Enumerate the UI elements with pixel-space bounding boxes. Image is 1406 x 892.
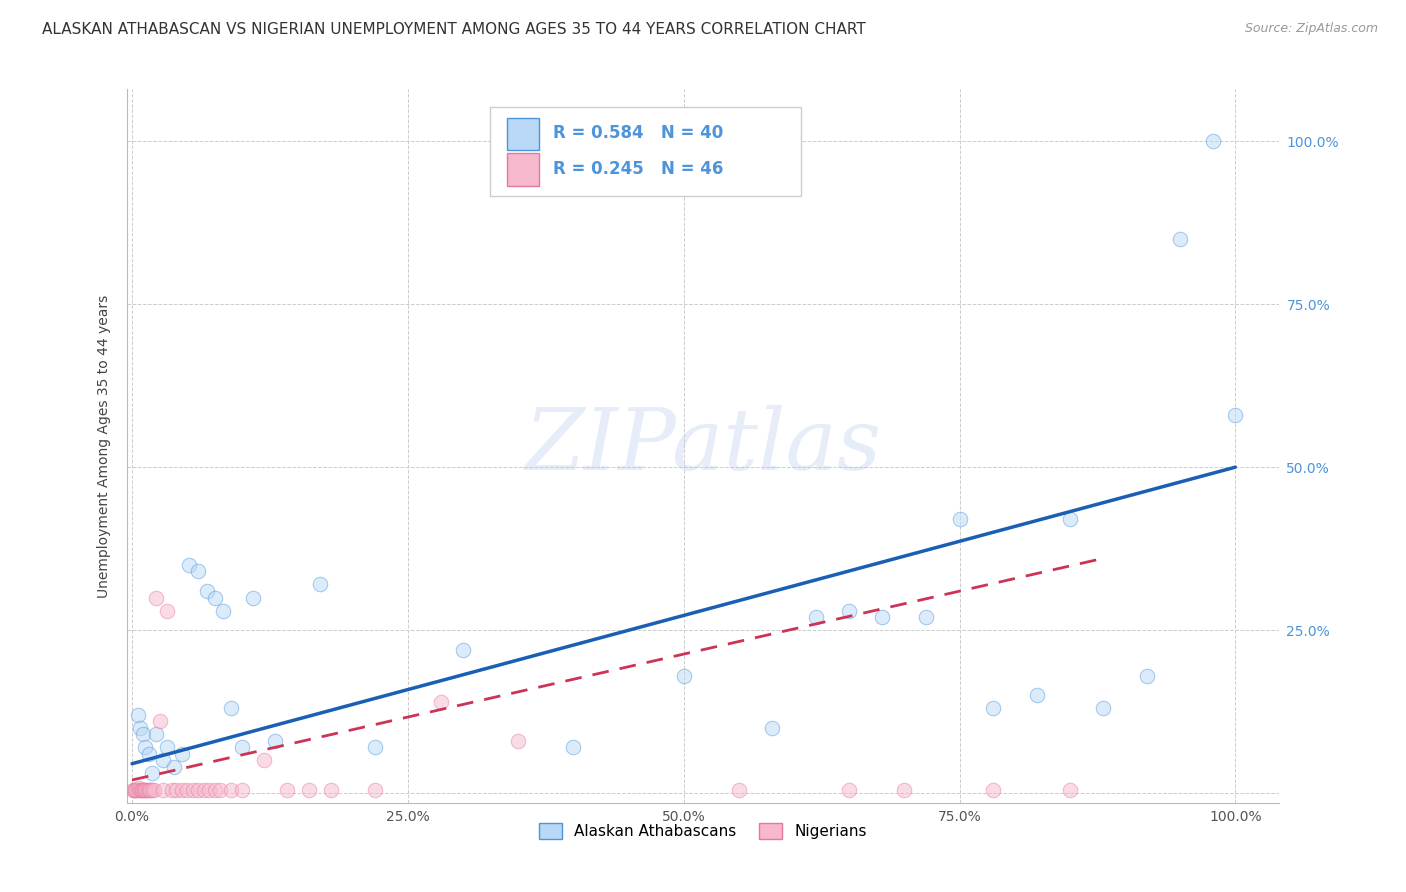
Text: R = 0.245   N = 46: R = 0.245 N = 46 <box>553 161 724 178</box>
Point <box>364 740 387 755</box>
Point <box>204 591 226 605</box>
Point <box>170 747 193 761</box>
Point <box>276 782 298 797</box>
Point <box>1059 512 1081 526</box>
Point <box>1225 408 1247 422</box>
Point <box>125 782 148 797</box>
Point <box>1202 134 1225 148</box>
Point <box>209 782 232 797</box>
Point <box>122 782 145 797</box>
Point <box>145 727 167 741</box>
Point <box>204 782 226 797</box>
Point <box>181 782 204 797</box>
Point <box>138 782 160 797</box>
Point <box>562 740 585 755</box>
Point <box>124 782 146 797</box>
Point <box>128 782 150 797</box>
Point <box>136 782 159 797</box>
Point <box>128 780 150 795</box>
Point <box>124 782 146 797</box>
Point <box>156 603 179 617</box>
Point <box>231 782 253 797</box>
Text: Source: ZipAtlas.com: Source: ZipAtlas.com <box>1244 22 1378 36</box>
FancyBboxPatch shape <box>508 153 540 186</box>
Point <box>152 782 174 797</box>
Point <box>1059 782 1081 797</box>
Point <box>132 727 155 741</box>
Point <box>221 701 243 715</box>
Point <box>253 754 276 768</box>
Point <box>264 734 287 748</box>
Point <box>145 591 167 605</box>
Point <box>981 701 1004 715</box>
Point <box>451 642 474 657</box>
FancyBboxPatch shape <box>508 118 540 150</box>
Point <box>1168 232 1191 246</box>
Point <box>308 577 330 591</box>
Point <box>430 695 453 709</box>
Point <box>948 512 970 526</box>
Point <box>364 782 387 797</box>
Point <box>211 603 233 617</box>
Point <box>156 740 179 755</box>
Point <box>127 707 149 722</box>
Point <box>134 782 156 797</box>
Point <box>981 782 1004 797</box>
Point <box>163 760 186 774</box>
Point <box>187 565 209 579</box>
FancyBboxPatch shape <box>489 107 801 196</box>
Point <box>195 584 218 599</box>
Point <box>728 782 751 797</box>
Point <box>297 782 319 797</box>
Point <box>893 782 915 797</box>
Point <box>1136 669 1159 683</box>
Point <box>872 610 894 624</box>
Text: ZIPatlas: ZIPatlas <box>524 405 882 487</box>
Point <box>165 782 187 797</box>
Point <box>129 782 152 797</box>
Point <box>915 610 938 624</box>
Point <box>179 558 201 572</box>
Point <box>231 740 253 755</box>
Point <box>143 782 166 797</box>
Point <box>804 610 827 624</box>
Point <box>672 669 695 683</box>
Point <box>127 782 149 797</box>
Y-axis label: Unemployment Among Ages 35 to 44 years: Unemployment Among Ages 35 to 44 years <box>97 294 111 598</box>
Point <box>134 740 156 755</box>
Point <box>128 721 150 735</box>
Point <box>508 734 530 748</box>
Legend: Alaskan Athabascans, Nigerians: Alaskan Athabascans, Nigerians <box>533 817 873 845</box>
Point <box>141 766 163 780</box>
Point <box>761 721 783 735</box>
Point <box>138 747 160 761</box>
Point <box>1025 688 1047 702</box>
Point <box>242 591 264 605</box>
Point <box>134 782 156 797</box>
Point <box>122 782 145 797</box>
Point <box>152 754 174 768</box>
Point <box>160 782 183 797</box>
Point <box>176 782 198 797</box>
Point <box>135 782 157 797</box>
Point <box>131 782 153 797</box>
Point <box>193 782 215 797</box>
Point <box>170 782 193 797</box>
Point <box>838 603 860 617</box>
Point <box>198 782 221 797</box>
Point <box>138 782 160 797</box>
Point <box>149 714 172 729</box>
Point <box>319 782 342 797</box>
Text: R = 0.584   N = 40: R = 0.584 N = 40 <box>553 125 723 143</box>
Point <box>141 782 163 797</box>
Text: ALASKAN ATHABASCAN VS NIGERIAN UNEMPLOYMENT AMONG AGES 35 TO 44 YEARS CORRELATIO: ALASKAN ATHABASCAN VS NIGERIAN UNEMPLOYM… <box>42 22 866 37</box>
Point <box>221 782 243 797</box>
Point <box>132 782 155 797</box>
Point <box>187 782 209 797</box>
Point <box>1091 701 1114 715</box>
Point <box>838 782 860 797</box>
